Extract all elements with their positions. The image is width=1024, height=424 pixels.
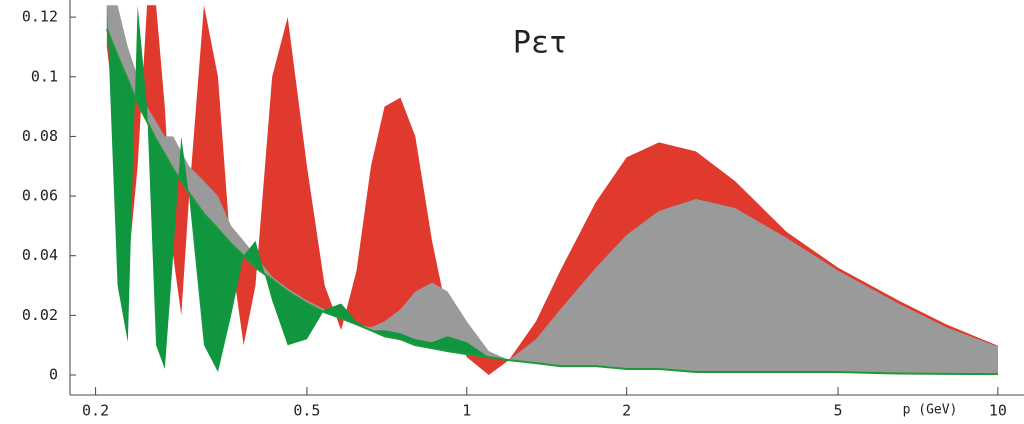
plot-area [105, 5, 998, 376]
y-tick-label: 0.12 [22, 8, 58, 26]
x-tick-label: 0.2 [82, 402, 109, 420]
y-tick-label: 0.04 [22, 246, 58, 264]
x-tick-label: 1 [462, 402, 471, 420]
y-tick-label: 0.02 [22, 306, 58, 324]
chart-title: Pετ [513, 26, 567, 61]
y-tick-label: 0 [49, 366, 58, 384]
y-tick-label: 0.1 [31, 67, 58, 85]
band [106, 5, 998, 375]
x-tick-label: 2 [622, 402, 631, 420]
x-tick-label: 0.5 [293, 402, 320, 420]
x-tick-label: 10 [989, 402, 1007, 420]
x-tick-label: 5 [833, 402, 842, 420]
envelope-line [105, 28, 998, 376]
y-tick-label: 0.08 [22, 127, 58, 145]
x-axis-label: p (GeV) [903, 403, 958, 418]
y-tick-label: 0.06 [22, 187, 58, 205]
